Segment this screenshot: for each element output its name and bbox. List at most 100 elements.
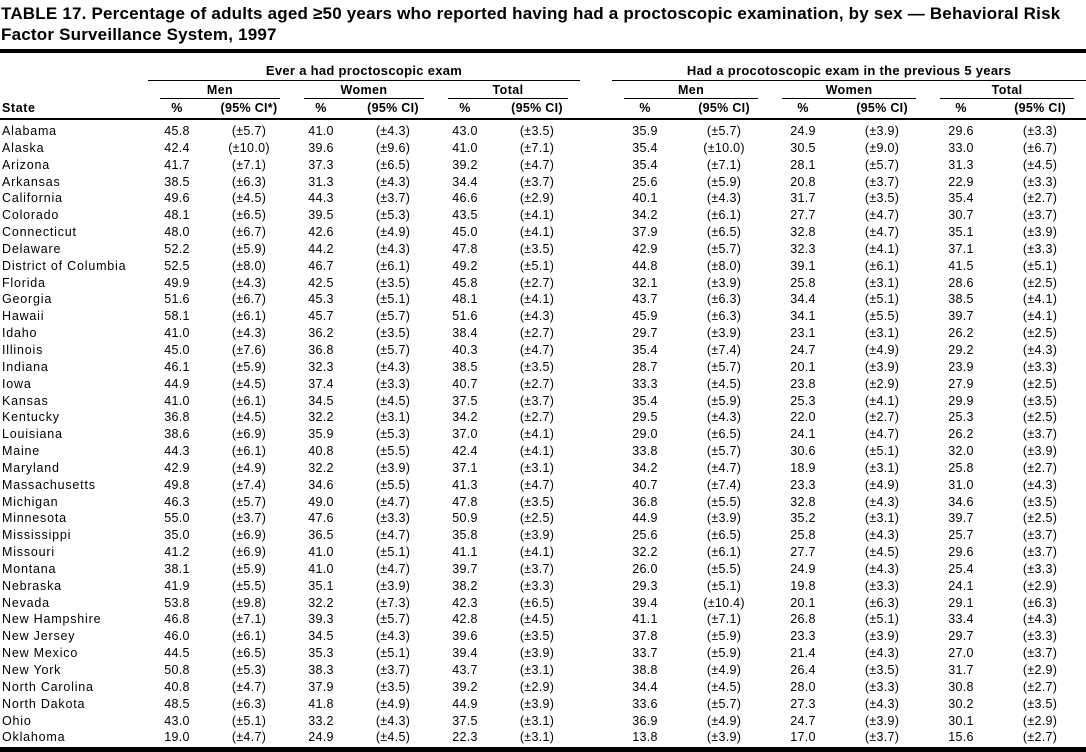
ci-value: (±2.7) [519,326,555,341]
percent-value: 47.8 [452,241,478,256]
ci-value: (±6.5) [375,157,411,172]
percent-value: 33.7 [632,646,658,661]
ci-value: (±4.3) [519,309,555,324]
ci-value: (±3.1) [864,326,900,341]
ci-value: (±3.1) [864,275,900,290]
percent-value: 35.1 [948,225,974,240]
percent-value: 41.0 [452,140,478,155]
ci-value: (±6.9) [231,528,267,543]
percent-value: 35.2 [790,511,816,526]
state-name: Florida [2,275,46,290]
ci-value: (±4.1) [519,225,555,240]
state-name: Iowa [2,376,32,391]
ci-value: (±4.3) [864,561,900,576]
ci-value: (±7.1) [231,612,267,627]
percent-value: 28.0 [790,679,816,694]
percent-value: 36.5 [308,528,334,543]
ci-value: (±3.7) [519,561,555,576]
ci-value: (±4.1) [519,292,555,307]
ci-value: (±3.5) [519,629,555,644]
ci-value: (±5.1) [1022,258,1058,273]
percent-value: 18.9 [790,460,816,475]
state-name: Mississippi [2,528,72,543]
ci-value: (±5.7) [706,241,742,256]
ci-value: (±3.1) [864,460,900,475]
percent-value: 24.9 [308,730,334,745]
percent-value: 23.8 [790,376,816,391]
ci-value: (±4.3) [231,326,267,341]
column-gap [580,544,612,561]
ci-value: (±4.3) [231,275,267,290]
percent-value: 34.4 [632,679,658,694]
ci-value: (±2.5) [1022,511,1058,526]
state-column-header: State [0,99,148,120]
ci-value: (±4.7) [864,225,900,240]
percent-value: 19.8 [790,578,816,593]
percent-value: 39.7 [948,309,974,324]
ci-value: (±3.5) [864,191,900,206]
percent-value: 37.5 [452,393,478,408]
percent-value: 24.9 [790,561,816,576]
percent-value: 26.0 [632,561,658,576]
percent-value: 26.2 [948,427,974,442]
ci-value: (±6.1) [375,258,411,273]
percent-value: 27.7 [790,545,816,560]
percent-value: 31.3 [308,174,334,189]
percent-value: 53.8 [164,595,190,610]
percent-value: 23.3 [790,477,816,492]
subgroup-total-recent: Total [940,83,1075,99]
ci-value: (±5.9) [706,629,742,644]
ci-value: (±4.9) [375,696,411,711]
percent-value: 38.6 [164,427,190,442]
subgroup-women-recent: Women [782,83,917,99]
percent-value: 40.7 [452,376,478,391]
ci-value: (±4.1) [519,208,555,223]
column-gap [580,477,612,494]
table-row: North Carolina 40.8 (±4.7) 37.9 (±3.5) 39.2 (±… [0,679,1086,696]
percent-value: 49.8 [164,477,190,492]
state-name: Maryland [2,460,60,475]
percent-value: 32.2 [308,410,334,425]
ci-value: (±5.7) [706,696,742,711]
state-name: New Jersey [2,629,76,644]
percent-value: 29.6 [948,124,974,138]
ci-value: (±4.9) [864,477,900,492]
percent-value: 32.2 [632,545,658,560]
ci-value: (±5.7) [706,359,742,374]
ci-value: (±3.9) [864,359,900,374]
ci-value: (±6.7) [231,292,267,307]
percent-value: 55.0 [164,511,190,526]
percent-value: 45.8 [452,275,478,290]
ci-value: (±4.7) [375,528,411,543]
ci-value: (±4.5) [231,376,267,391]
percent-value: 34.5 [308,393,334,408]
percent-value: 32.3 [790,241,816,256]
column-gap [580,510,612,527]
ci-value: (±4.7) [231,679,267,694]
ci-value: (±3.7) [1022,646,1058,661]
ci-value: (±3.7) [1022,545,1058,560]
ci-value: (±5.1) [706,578,742,593]
table-row: Illinois 45.0 (±7.6) 36.8 (±5.7) 40.3 (±4.7) 35… [0,342,1086,359]
table-row: Mississippi 35.0 (±6.9) 36.5 (±4.7) 35.8 (±3.9… [0,527,1086,544]
percent-value: 28.1 [790,157,816,172]
percent-value: 25.6 [632,174,658,189]
percent-value: 32.2 [308,460,334,475]
percent-value: 37.5 [452,713,478,728]
ci-value: (±4.7) [706,460,742,475]
ci-value: (±3.9) [375,460,411,475]
ci-value: (±4.5) [375,730,411,745]
percent-value: 39.3 [308,612,334,627]
ci-value: (±3.9) [375,578,411,593]
ci-value: (±2.7) [1022,730,1058,745]
percent-value: 35.4 [632,140,658,155]
ci-value: (±7.1) [706,612,742,627]
ci-value: (±4.9) [231,460,267,475]
percent-value: 36.8 [632,494,658,509]
ci-column-header: (95% CI) [494,99,581,120]
percent-value: 25.8 [790,528,816,543]
table-row: New Hampshire 46.8 (±7.1) 39.3 (±5.7) 42.8 (±4… [0,611,1086,628]
ci-value: (±5.1) [375,646,411,661]
ci-value: (±3.3) [375,511,411,526]
